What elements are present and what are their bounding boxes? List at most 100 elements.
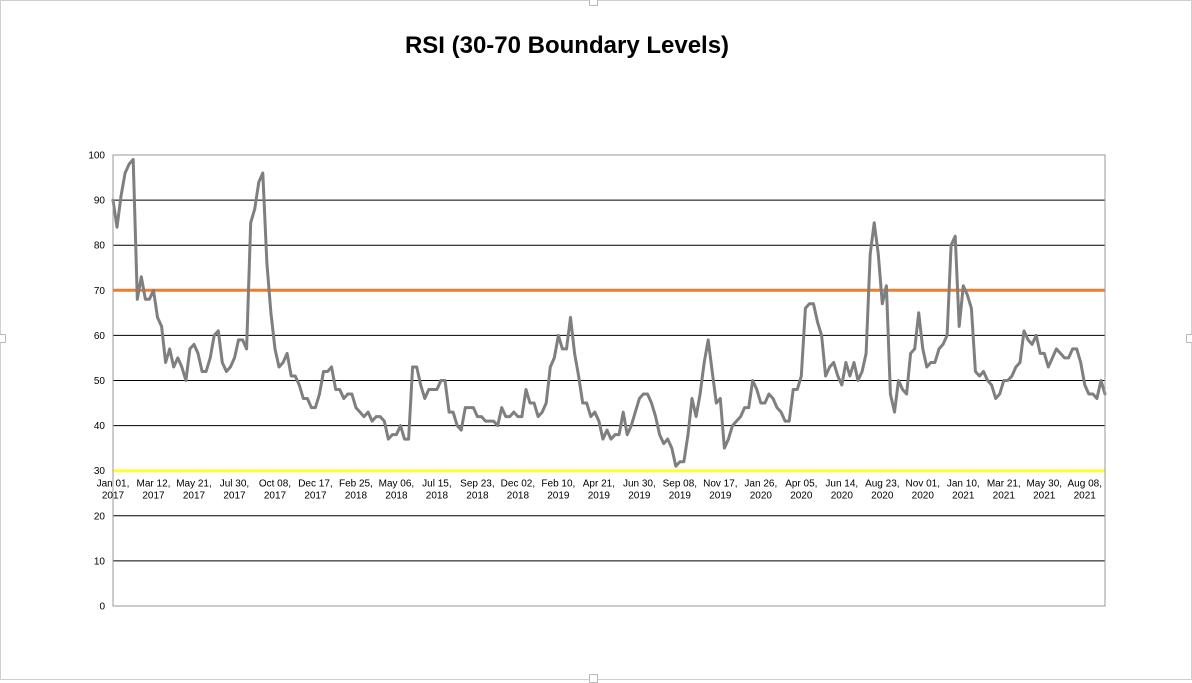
data-point	[593, 410, 596, 414]
data-point	[1035, 334, 1038, 337]
data-point	[654, 415, 657, 418]
data-point	[342, 397, 345, 400]
data-point	[642, 392, 645, 396]
data-point	[832, 361, 835, 364]
data-point	[306, 397, 309, 400]
data-point	[318, 392, 321, 396]
data-point	[682, 460, 686, 463]
data-point	[978, 374, 981, 378]
data-point	[160, 325, 163, 328]
data-point	[650, 401, 653, 405]
y-tick-label: 20	[94, 511, 106, 522]
data-point	[346, 392, 349, 396]
data-point	[670, 446, 673, 450]
resize-handle-left[interactable]	[0, 334, 6, 343]
data-point	[553, 356, 556, 360]
data-point	[221, 361, 224, 364]
gridlines	[113, 154, 1105, 607]
data-point	[852, 361, 856, 364]
data-point	[1030, 343, 1034, 346]
data-point	[986, 379, 989, 382]
data-point	[387, 437, 390, 441]
data-point	[597, 419, 601, 423]
data-point	[937, 347, 941, 351]
x-tick-label: Mar 12, 2017	[137, 479, 171, 502]
data-point	[391, 433, 394, 436]
data-point	[366, 410, 370, 414]
data-point	[508, 415, 511, 418]
x-tick-label: May 21, 2017	[176, 479, 212, 502]
data-point	[196, 352, 200, 355]
data-point	[1067, 356, 1070, 360]
data-point	[755, 388, 758, 391]
data-point	[516, 415, 520, 418]
data-point	[334, 388, 337, 391]
data-point	[731, 424, 734, 427]
data-point	[820, 334, 823, 337]
data-point	[468, 406, 471, 409]
data-point	[836, 374, 839, 378]
data-point	[1026, 338, 1030, 342]
data-point	[698, 392, 702, 396]
data-point	[188, 347, 192, 351]
series-layer	[111, 158, 1107, 468]
data-point	[954, 235, 957, 238]
resize-handle-right[interactable]	[1186, 334, 1192, 343]
data-point	[472, 406, 475, 409]
data-point	[1047, 365, 1050, 369]
data-point	[1043, 352, 1046, 355]
data-point	[577, 374, 580, 378]
data-point	[686, 433, 690, 436]
data-point	[119, 194, 123, 197]
data-point	[885, 284, 888, 287]
data-point	[423, 397, 426, 400]
data-point	[549, 365, 552, 369]
data-point	[1071, 347, 1074, 351]
data-point	[302, 397, 305, 400]
data-point	[217, 329, 220, 333]
x-tick-label: Sep 23, 2018	[460, 479, 494, 502]
data-point	[128, 162, 131, 166]
data-point	[427, 388, 430, 391]
data-point	[476, 415, 479, 418]
data-point	[285, 352, 289, 355]
data-point	[630, 424, 633, 427]
data-point	[431, 388, 435, 391]
data-point	[294, 374, 297, 378]
data-point	[415, 365, 418, 369]
data-point	[528, 401, 532, 405]
data-point	[982, 370, 985, 373]
data-point	[1002, 379, 1005, 382]
data-point	[322, 370, 325, 373]
data-point	[958, 325, 961, 328]
data-point	[314, 406, 317, 409]
boundary-lines	[113, 288, 1105, 473]
data-point	[213, 334, 216, 337]
y-tick-label: 90	[94, 196, 106, 207]
data-point	[281, 361, 285, 364]
data-point	[581, 401, 584, 405]
x-tick-label: Feb 10, 2019	[541, 479, 575, 502]
data-point	[808, 302, 811, 305]
data-point	[569, 316, 572, 319]
data-point	[804, 307, 807, 310]
data-point	[156, 316, 159, 319]
data-point	[257, 180, 260, 184]
data-point	[864, 352, 868, 355]
data-point	[925, 365, 928, 369]
data-point	[443, 379, 447, 382]
data-point	[451, 410, 455, 414]
x-tick-label: Jan 10, 2021	[947, 479, 980, 502]
data-point	[399, 424, 402, 427]
data-point	[929, 361, 933, 364]
data-point	[788, 419, 791, 423]
data-point	[715, 401, 718, 405]
data-point	[1010, 374, 1014, 378]
data-point	[763, 401, 767, 405]
resize-handle-top[interactable]	[589, 0, 598, 6]
data-point	[970, 307, 973, 310]
x-tick-label: May 06, 2018	[379, 479, 415, 502]
data-point	[1083, 383, 1087, 387]
data-point	[889, 392, 892, 396]
data-point	[464, 406, 467, 409]
